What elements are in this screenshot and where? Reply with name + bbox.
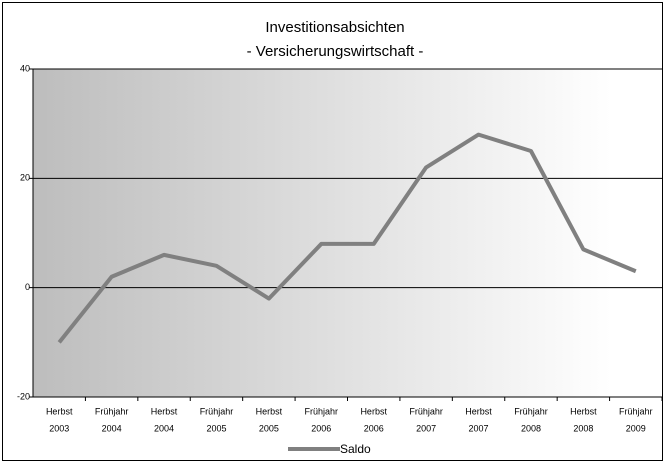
- data-line: [57, 132, 637, 344]
- x-tick-label: 2004: [154, 423, 174, 433]
- y-tick-label: -20: [17, 391, 30, 401]
- x-tick-label: 2006: [311, 423, 331, 433]
- x-tick-label: Herbst: [256, 406, 283, 416]
- x-tick-label: Frühjahr: [305, 406, 339, 416]
- x-tick-label: 2006: [364, 423, 384, 433]
- chart-title: Investitionsabsichten: [265, 19, 404, 36]
- x-tick-label: Frühjahr: [200, 406, 234, 416]
- x-tick-label: 2007: [469, 423, 489, 433]
- x-tick-label: Frühjahr: [409, 406, 443, 416]
- y-tick-label: 20: [20, 173, 30, 183]
- plot-area: [33, 69, 662, 397]
- x-tick-label: Herbst: [360, 406, 387, 416]
- x-tick-label: 2009: [626, 423, 646, 433]
- x-tick-label: Herbst: [570, 406, 597, 416]
- x-tick-label: 2008: [573, 423, 593, 433]
- x-tick-label: Frühjahr: [619, 406, 653, 416]
- chart-subtitle: - Versicherungswirtschaft -: [247, 43, 424, 60]
- x-tick-label: Herbst: [465, 406, 492, 416]
- x-tick-label: 2005: [206, 423, 226, 433]
- x-tick-label: 2003: [49, 423, 69, 433]
- legend-label: Saldo: [340, 442, 371, 456]
- x-tick-label: Frühjahr: [95, 406, 129, 416]
- x-tick-label: 2005: [259, 423, 279, 433]
- x-tick-label: 2007: [416, 423, 436, 433]
- x-tick-label: Herbst: [46, 406, 73, 416]
- x-tick-label: Herbst: [151, 406, 178, 416]
- x-tick-label: 2008: [521, 423, 541, 433]
- y-tick-label: 0: [25, 282, 30, 292]
- x-tick-label: Frühjahr: [514, 406, 548, 416]
- x-tick-label: 2004: [102, 423, 122, 433]
- y-tick-label: 40: [20, 63, 30, 73]
